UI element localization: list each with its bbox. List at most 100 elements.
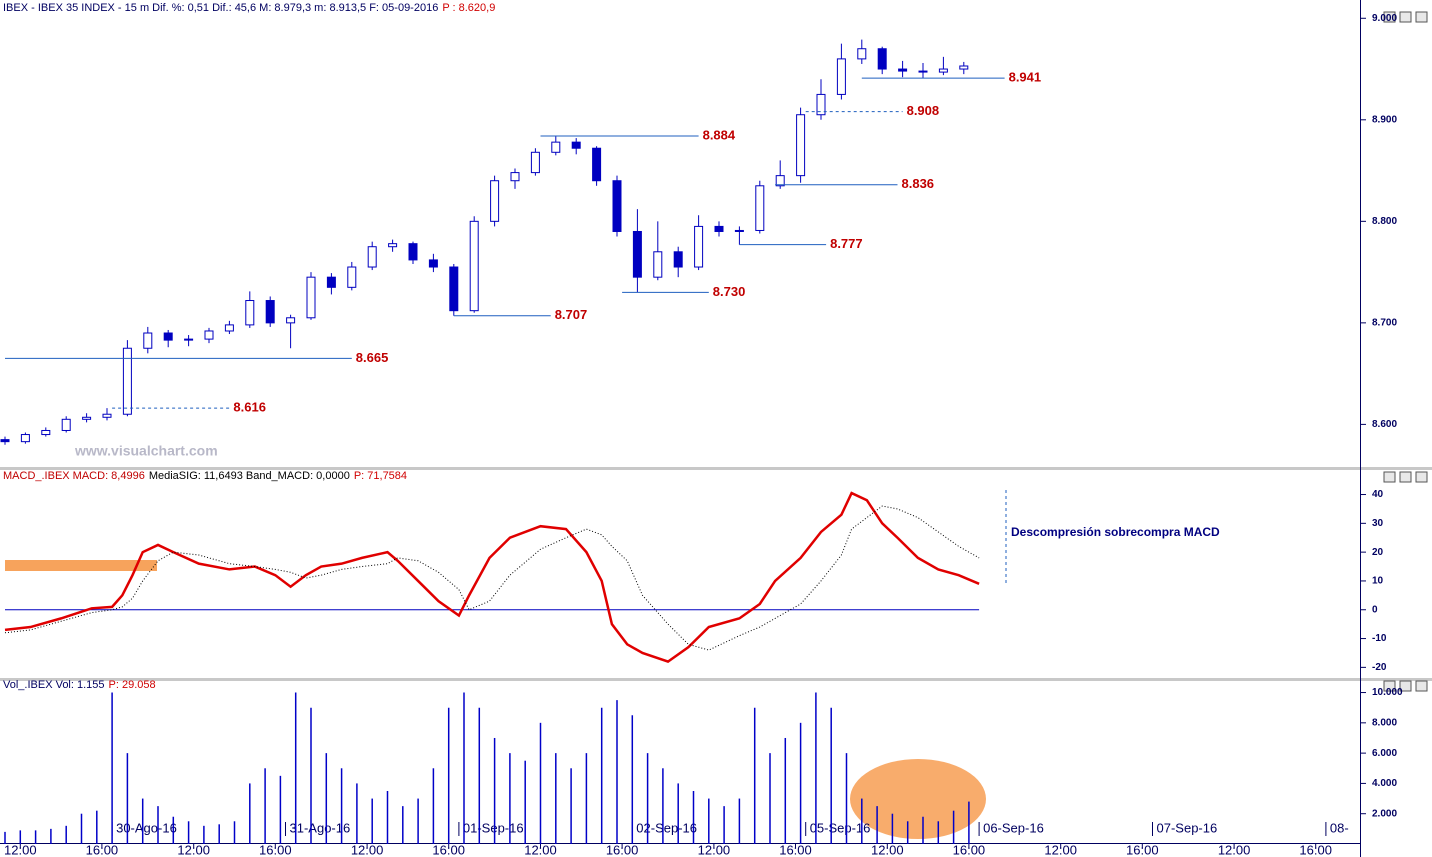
candle-body [490,180,500,222]
candle-body [632,230,642,278]
candle-body [163,332,173,341]
close-button[interactable] [1415,680,1428,692]
candle-body [306,276,316,319]
level-label: 8.777 [830,236,863,251]
minimize-button[interactable] [1383,471,1396,483]
macd-note: P: 71,7584 [354,470,407,482]
candle-body [61,418,71,431]
x-tick-label: 16:00 [86,842,119,857]
y-tick-label: 0 [1372,604,1378,615]
level-label: 8.908 [907,103,940,118]
price-header: IBEX - IBEX 35 INDEX - 15 m Dif. %: 0,51… [3,2,495,14]
x-tick-label: 12:00 [351,842,384,857]
candle-body [224,324,234,332]
price-last: P : 8.620,9 [442,2,495,14]
close-button[interactable] [1415,471,1428,483]
candle-body [265,300,275,324]
candle-body [653,251,663,278]
y-tick-label: 8.900 [1372,114,1397,125]
series-line [4,491,980,663]
candle-body [469,220,479,312]
candle-body [938,68,948,73]
minimize-button[interactable] [1383,11,1396,23]
maximize-button[interactable] [1399,680,1412,692]
candle-body [571,141,581,149]
candle-body [898,68,908,72]
level-label: 8.616 [233,400,266,415]
candle-body [245,300,255,326]
x-tick-label: 16:00 [1299,842,1332,857]
day-label: 07-Sep-16 [1157,820,1218,835]
candle-body [857,48,867,60]
x-tick-label: 12:00 [1044,842,1077,857]
highlight-ellipse [850,759,986,839]
day-label: 05-Sep-16 [810,820,871,835]
close-button[interactable] [1415,11,1428,23]
y-tick-label: 30 [1372,518,1384,529]
macd-header: MACD_.IBEX MACD: 8,4996 MediaSIG: 11,6493… [3,470,407,482]
x-tick-label: 12:00 [1218,842,1251,857]
candle-body [367,246,377,268]
volume-title: Vol_.IBEX Vol: 1.155 [3,679,105,691]
x-tick-label: 12:00 [524,842,557,857]
candle-body [592,147,602,182]
candle-body [143,332,153,349]
x-tick-label: 16:00 [259,842,292,857]
candle-body [673,251,683,268]
marks: 8.600 8.700 8.800 8.900 9.000 8.616 8.665 8.707… [0,13,1403,857]
candle-body [714,225,724,232]
maximize-button[interactable] [1399,11,1412,23]
y-tick-label: 20 [1372,547,1384,558]
price-title: IBEX - IBEX 35 INDEX - 15 m Dif. %: 0,51… [3,2,438,14]
minimize-button[interactable] [1383,680,1396,692]
x-tick-label: 16:00 [432,842,465,857]
y-tick-label: 10 [1372,576,1384,587]
annotation: Descompresión sobrecompra MACD [1011,525,1220,539]
candle-body [510,172,520,182]
x-tick-label: 12:00 [4,842,37,857]
maximize-button[interactable] [1399,471,1412,483]
candle-body [428,259,438,268]
x-tick-label: 16:00 [953,842,986,857]
x-tick-label: 16:00 [606,842,639,857]
candle-body [816,93,826,116]
candle-body [388,243,398,248]
y-tick-label: 8.000 [1372,717,1397,728]
y-tick-label: 8.700 [1372,318,1397,329]
candle-body [734,229,744,232]
y-tick-label: 8.800 [1372,216,1397,227]
panel-separator [0,678,1432,681]
day-label: 02-Sep-16 [636,820,697,835]
x-tick-label: 12:00 [871,842,904,857]
candle-body [286,317,296,324]
x-tick-label: 12:00 [177,842,210,857]
y-tick-label: 8.600 [1372,419,1397,430]
day-label: 30-Ago-16 [116,820,177,835]
candle-body [449,266,459,312]
y-tick-label: 40 [1372,489,1384,500]
candle-body [102,413,112,418]
y-tick-label: 4.000 [1372,778,1397,789]
x-tick-label: 16:00 [779,842,812,857]
candle-body [82,416,92,420]
candle-body [612,180,622,232]
day-label: 08- [1330,820,1349,835]
candle-body [347,266,357,288]
y-tick-label: 9.000 [1372,13,1397,24]
level-label: 8.836 [902,176,935,191]
candle-body [204,330,214,340]
level-label: 8.730 [713,284,746,299]
candle-body [796,114,806,177]
panel-separator [0,467,1432,470]
candle-body [184,338,194,341]
candle-body [551,141,561,153]
candle-body [755,185,765,231]
y-tick-label: 10.000 [1372,687,1403,698]
volume-subtitle: P: 29.058 [109,679,156,691]
candle-body [20,434,30,443]
y-tick-label: -20 [1372,662,1387,673]
candle-body [918,70,928,73]
candle-body [41,429,51,436]
panel-buttons [1383,11,1428,692]
